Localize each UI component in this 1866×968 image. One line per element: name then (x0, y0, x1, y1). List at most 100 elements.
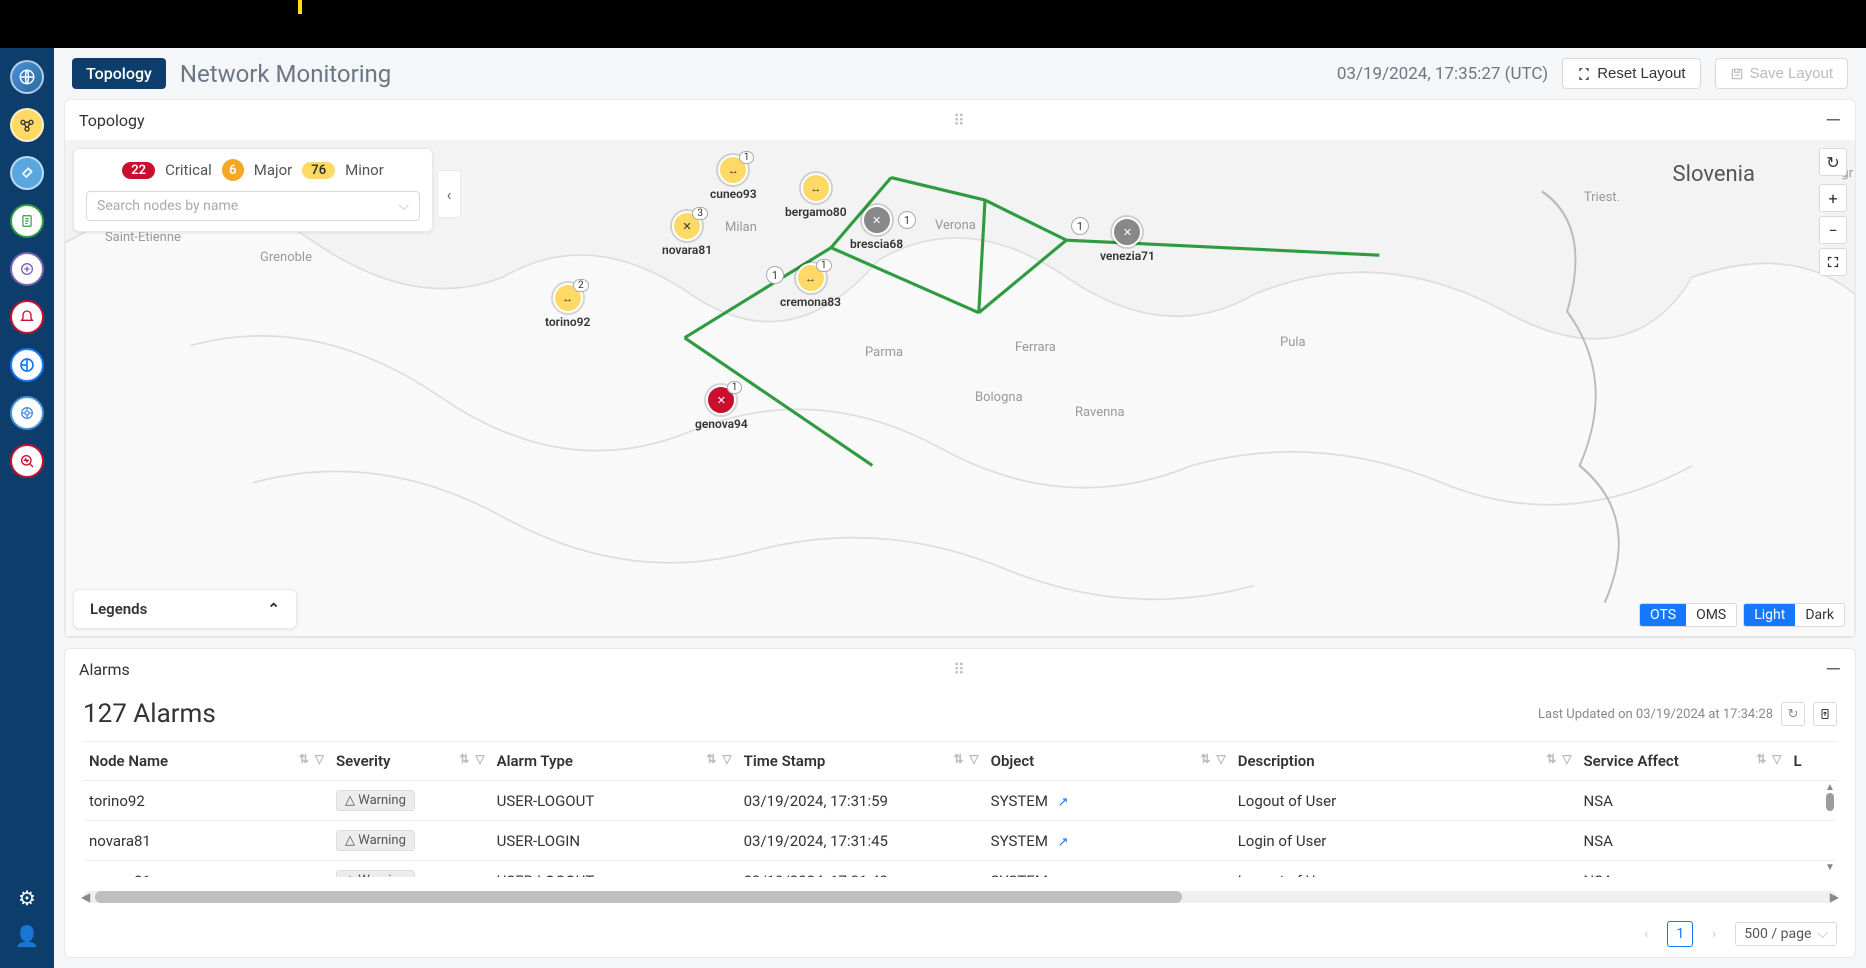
save-layout-button: Save Layout (1715, 58, 1848, 89)
table-row[interactable]: torino92 △ Warning USER-LOGOUT 03/19/202… (83, 781, 1837, 821)
node-search-input[interactable]: Search nodes by name ⌵ (86, 191, 420, 221)
sidebar-topology-icon[interactable] (10, 108, 44, 142)
critical-count-badge[interactable]: 22 (122, 162, 155, 179)
sidebar-provision-icon[interactable] (10, 252, 44, 286)
column-header[interactable]: L (1788, 742, 1837, 781)
cell-severity: △ Warning (330, 861, 491, 878)
sidebar-alarm-icon[interactable] (10, 300, 44, 334)
oms-toggle[interactable]: OMS (1686, 604, 1736, 626)
drag-handle-icon[interactable]: ⠿ (953, 111, 967, 130)
drag-handle-icon[interactable]: ⠿ (953, 660, 967, 679)
topology-panel: Topology ⠿ — 22 (64, 99, 1856, 638)
map-label-grenoble: Grenoble (260, 250, 312, 265)
node-circle-icon[interactable]: ✕ (1112, 217, 1142, 247)
map-label-pula: Pula (1280, 335, 1306, 350)
zoom-in-button[interactable]: + (1819, 184, 1847, 212)
sidebar-doc-icon[interactable] (10, 204, 44, 238)
filter-icon[interactable]: ▽ (722, 752, 731, 766)
page-size-select[interactable]: 500 / page⌵ (1735, 922, 1837, 946)
column-header[interactable]: Object⇅▽ (985, 742, 1232, 781)
node-brescia68[interactable]: ✕brescia68 (850, 205, 903, 251)
column-header[interactable]: Severity⇅▽ (330, 742, 491, 781)
refresh-alarms-button[interactable]: ↻ (1781, 702, 1805, 726)
sort-icon[interactable]: ⇅ (459, 752, 469, 766)
cell-desc: Login of User (1232, 821, 1578, 861)
filter-icon[interactable]: ▽ (1216, 752, 1225, 766)
table-row[interactable]: novara81 △ Warning USER-LOGIN 03/19/2024… (83, 821, 1837, 861)
external-link-icon[interactable]: ↗ (1058, 795, 1069, 810)
major-count-badge[interactable]: 6 (222, 159, 244, 181)
user-icon[interactable]: 👤 (15, 924, 40, 948)
external-link-icon[interactable]: ↗ (1058, 835, 1069, 850)
horizontal-scrollbar[interactable]: ◀ ▶ (83, 891, 1837, 903)
node-cuneo93[interactable]: ↔1cuneo93 (710, 155, 757, 201)
fit-screen-button[interactable] (1819, 248, 1847, 276)
external-link-icon[interactable]: ↗ (1058, 875, 1069, 878)
node-circle-icon[interactable]: ↔2 (553, 283, 583, 313)
sidebar-health-icon[interactable] (10, 444, 44, 478)
cell-affect: NSA (1578, 781, 1788, 821)
collapse-panel-button[interactable]: — (1825, 108, 1841, 132)
cell-ts: 03/19/2024, 17:31:45 (738, 821, 985, 861)
node-novara81[interactable]: ✕3novara81 (662, 211, 712, 257)
zoom-out-button[interactable]: − (1819, 216, 1847, 244)
node-circle-icon[interactable]: ✕ (862, 205, 892, 235)
node-circle-icon[interactable]: ✕3 (672, 211, 702, 241)
alarms-count-title: 127 Alarms (83, 699, 216, 729)
sidebar-analytics-icon[interactable] (10, 396, 44, 430)
node-cremona83[interactable]: ↔1 cremona83 (780, 263, 841, 309)
filter-icon[interactable]: ▽ (315, 752, 324, 766)
node-torino92[interactable]: ↔2 torino92 (545, 283, 590, 329)
minor-count-badge[interactable]: 76 (302, 162, 335, 179)
node-label: cremona83 (780, 295, 841, 309)
ots-toggle[interactable]: OTS (1640, 604, 1686, 626)
column-header[interactable]: Node Name⇅▽ (83, 742, 330, 781)
topology-map[interactable]: 22 Critical 6 Major 76 Minor Search node… (65, 140, 1855, 637)
prev-page-button[interactable]: ‹ (1633, 921, 1659, 947)
sort-icon[interactable]: ⇅ (299, 752, 309, 766)
sidebar-inventory-icon[interactable] (10, 156, 44, 190)
light-toggle[interactable]: Light (1744, 604, 1795, 626)
sort-icon[interactable]: ⇅ (953, 752, 963, 766)
sort-icon[interactable]: ⇅ (1200, 752, 1210, 766)
filter-icon[interactable]: ▽ (475, 752, 484, 766)
sidebar-monitor-icon[interactable] (10, 348, 44, 382)
collapse-panel-button[interactable]: — (1825, 657, 1841, 681)
dark-toggle[interactable]: Dark (1795, 604, 1844, 626)
table-row[interactable]: novara81 △ Warning USER-LOGOUT 03/19/202… (83, 861, 1837, 878)
export-alarms-button[interactable] (1813, 702, 1837, 726)
settings-icon[interactable]: ⚙ (18, 886, 36, 910)
sort-icon[interactable]: ⇅ (1546, 752, 1556, 766)
column-header[interactable]: Time Stamp⇅▽ (738, 742, 985, 781)
refresh-map-button[interactable]: ↻ (1819, 148, 1847, 176)
column-header[interactable]: Description⇅▽ (1232, 742, 1578, 781)
reset-layout-button[interactable]: Reset Layout (1562, 58, 1700, 89)
node-circle-icon[interactable]: ↔1 (718, 155, 748, 185)
column-header[interactable]: Service Affect⇅▽ (1578, 742, 1788, 781)
node-venezia71[interactable]: ✕venezia71 (1100, 217, 1155, 263)
cell-type: USER-LOGIN (491, 821, 738, 861)
map-label-ravenna: Ravenna (1075, 405, 1125, 420)
filter-icon[interactable]: ▽ (1562, 752, 1571, 766)
page-1-button[interactable]: 1 (1667, 921, 1693, 947)
next-page-button[interactable]: › (1701, 921, 1727, 947)
node-bergamo80[interactable]: ↔bergamo80 (785, 173, 847, 219)
node-circle-icon[interactable]: ↔ (801, 173, 831, 203)
node-circle-icon[interactable]: ↔1 (796, 263, 826, 293)
last-updated-text: Last Updated on 03/19/2024 at 17:34:28 (1538, 707, 1773, 722)
sidebar-globe-icon[interactable] (10, 60, 44, 94)
node-circle-icon[interactable]: ✕1 (706, 385, 736, 415)
sort-icon[interactable]: ⇅ (1756, 752, 1766, 766)
collapse-filter-button[interactable]: ‹ (437, 170, 461, 218)
filter-icon[interactable]: ▽ (969, 752, 978, 766)
topology-chip[interactable]: Topology (72, 58, 166, 89)
node-label: torino92 (545, 315, 590, 329)
node-genova94[interactable]: ✕1genova94 (695, 385, 748, 431)
sort-icon[interactable]: ⇅ (706, 752, 716, 766)
filter-icon[interactable]: ▽ (1772, 752, 1781, 766)
legends-toggle[interactable]: Legends ⌃ (73, 589, 297, 629)
map-label-verona: Verona (935, 218, 976, 233)
column-header[interactable]: Alarm Type⇅▽ (491, 742, 738, 781)
vertical-scroll-hint[interactable]: ▲ ▼ (1825, 782, 1835, 873)
map-label-parma: Parma (865, 345, 903, 360)
